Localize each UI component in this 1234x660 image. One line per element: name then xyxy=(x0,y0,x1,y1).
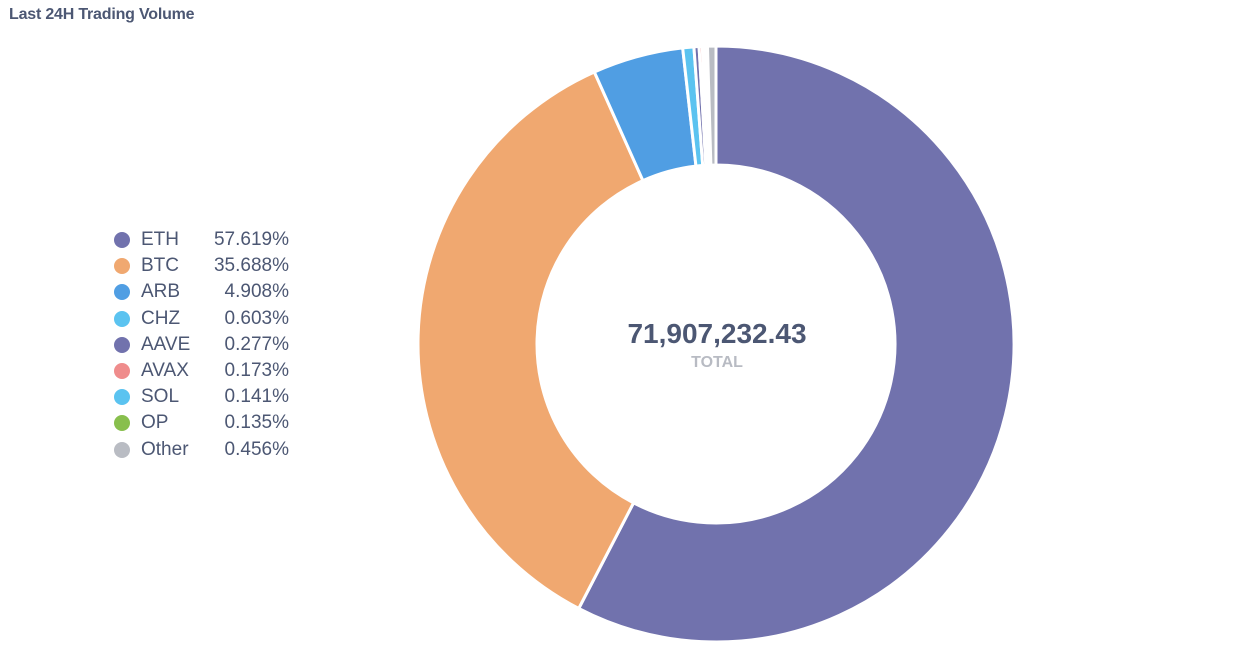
legend-item-avax[interactable]: AVAX 0.173% xyxy=(114,358,289,384)
legend-item-aave[interactable]: AAVE 0.277% xyxy=(114,332,289,358)
slice-eth[interactable] xyxy=(577,44,1016,644)
legend-value: 0.135% xyxy=(224,412,289,434)
legend-swatch xyxy=(114,284,130,301)
legend-swatch xyxy=(114,441,130,458)
legend-item-btc[interactable]: BTC 35.688% xyxy=(114,253,289,279)
legend-swatch xyxy=(114,232,130,249)
legend-label: CHZ xyxy=(141,307,181,329)
legend-label: AAVE xyxy=(141,333,191,355)
legend-label: AVAX xyxy=(141,360,189,382)
legend-item-arb[interactable]: ARB 4.908% xyxy=(114,279,289,305)
legend-value: 4.908% xyxy=(224,281,289,303)
legend-value: 0.603% xyxy=(224,307,289,329)
total-value: 71,907,232.43 xyxy=(627,318,806,349)
chart-legend: ETH 57.619% BTC 35.688% ARB 4.908% CHZ 0.603% AA… xyxy=(114,227,289,463)
legend-label: OP xyxy=(141,412,169,434)
legend-value: 57.619% xyxy=(213,229,289,251)
legend-label: SOL xyxy=(141,386,180,408)
legend-swatch xyxy=(114,363,130,380)
legend-swatch xyxy=(114,389,130,406)
legend-item-chz[interactable]: CHZ 0.603% xyxy=(114,306,289,332)
legend-swatch xyxy=(114,336,130,353)
legend-swatch xyxy=(114,415,130,432)
legend-item-eth[interactable]: ETH 57.619% xyxy=(114,227,289,253)
legend-value: 0.277% xyxy=(224,333,289,355)
legend-label: ETH xyxy=(141,229,179,251)
slice-btc[interactable] xyxy=(416,70,645,611)
legend-swatch xyxy=(114,258,130,275)
legend-label: BTC xyxy=(141,255,179,277)
slice-other[interactable] xyxy=(705,44,718,167)
legend-label: ARB xyxy=(141,281,181,303)
total-label: TOTAL xyxy=(691,354,743,371)
legend-item-op[interactable]: OP 0.135% xyxy=(114,410,289,436)
legend-item-other[interactable]: Other 0.456% xyxy=(114,437,289,463)
legend-item-sol[interactable]: SOL 0.141% xyxy=(114,384,289,410)
legend-value: 0.141% xyxy=(224,386,289,408)
chart-title: Last 24H Trading Volume xyxy=(9,6,195,23)
donut-slices xyxy=(416,44,1016,644)
legend-value: 0.173% xyxy=(224,360,289,382)
legend-label: Other xyxy=(141,438,189,460)
legend-value: 35.688% xyxy=(213,255,289,277)
legend-swatch xyxy=(114,310,130,327)
legend-value: 0.456% xyxy=(224,438,289,460)
